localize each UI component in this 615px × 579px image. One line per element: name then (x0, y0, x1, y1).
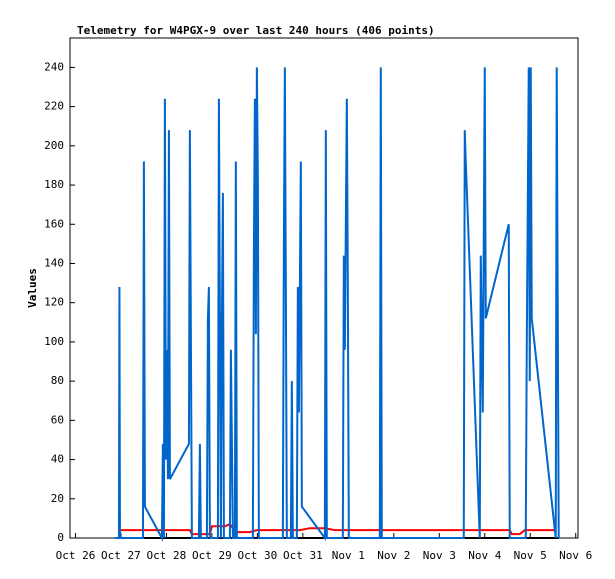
y-tick-label: 220 (44, 100, 64, 113)
y-tick-label: 20 (51, 492, 64, 505)
x-tick-label: Oct 27 (101, 549, 141, 562)
y-tick-label: 100 (44, 335, 64, 348)
x-tick-label: Nov 6 (559, 549, 592, 562)
x-tick-label: Oct 29 (192, 549, 232, 562)
y-tick-label: 180 (44, 178, 64, 191)
x-tick-label: Oct 26 (56, 549, 96, 562)
y-tick-label: 160 (44, 217, 64, 230)
y-tick-label: 120 (44, 296, 64, 309)
data-line (114, 67, 560, 542)
x-tick-label: Nov 3 (423, 549, 456, 562)
chart-title: Telemetry for W4PGX-9 over last 240 hour… (77, 24, 435, 37)
x-tick-label: Oct 28 (147, 549, 187, 562)
x-tick-label: Nov 4 (468, 549, 501, 562)
x-tick-label: Nov 1 (332, 549, 365, 562)
y-tick-label: 0 (57, 531, 64, 544)
x-tick-label: Oct 30 (237, 549, 277, 562)
y-tick-label: 80 (51, 374, 64, 387)
x-tick-label: Oct 31 (283, 549, 323, 562)
y-tick-label: 60 (51, 413, 64, 426)
x-tick-label: Nov 5 (514, 549, 547, 562)
y-tick-label: 200 (44, 139, 64, 152)
y-tick-label: 240 (44, 60, 64, 73)
y-tick-label: 40 (51, 453, 64, 466)
y-axis-label: Values (26, 268, 39, 308)
y-tick-label: 140 (44, 256, 64, 269)
x-tick-label: Nov 2 (377, 549, 410, 562)
